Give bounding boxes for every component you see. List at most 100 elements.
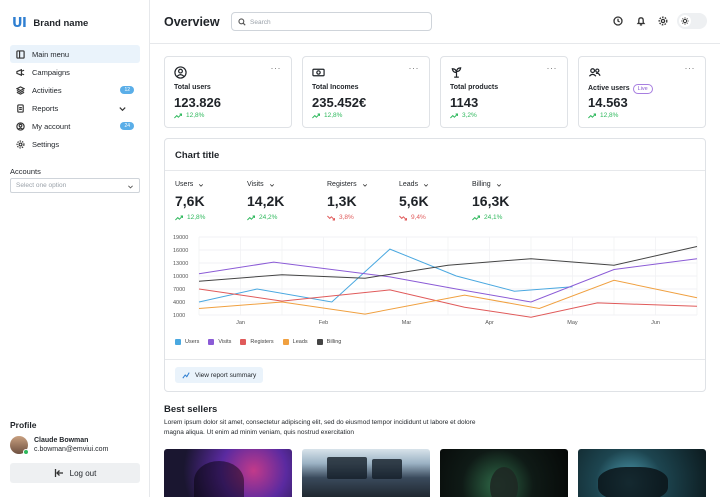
legend-item-registers[interactable]: Registers xyxy=(240,339,274,345)
more-options-icon[interactable]: ··· xyxy=(684,63,695,73)
sidebar: UI Brand name Main menu Campaigns Activi… xyxy=(0,0,150,497)
legend-swatch xyxy=(282,339,289,345)
legend-label: Visits xyxy=(218,339,232,345)
users-icon xyxy=(588,68,601,77)
stat-trend: 3,2% xyxy=(450,112,477,119)
stat-value: 235.452€ xyxy=(312,95,367,110)
series-line-registers[interactable] xyxy=(198,288,698,318)
x-tick-label: Jun xyxy=(651,320,660,326)
bell-icon[interactable] xyxy=(636,16,646,26)
stat-value: 14.563 xyxy=(588,95,628,110)
stat-label-text: Active users xyxy=(588,85,630,92)
product-image-controller[interactable] xyxy=(578,449,706,497)
kpi-trend: 12,8% xyxy=(175,214,205,221)
banknote-icon xyxy=(312,68,325,77)
sidebar-item-campaigns[interactable]: Campaigns xyxy=(10,63,140,81)
legend-swatch xyxy=(208,339,215,345)
y-tick-label: 4000 xyxy=(173,300,185,306)
report-button-label: View report summary xyxy=(195,371,257,379)
line-chart: 1000 4000 7000 10000 13000 16000 19000 Jan Feb Ma… xyxy=(173,235,698,326)
x-tick-label: Jan xyxy=(236,320,245,326)
trend-up-icon xyxy=(175,215,183,220)
gear-icon[interactable] xyxy=(658,16,668,26)
kpi-value: 14,2K xyxy=(247,193,285,209)
history-icon[interactable] xyxy=(613,16,623,26)
more-options-icon[interactable]: ··· xyxy=(546,63,557,73)
stat-card-total-users: ··· Total users 123.826 12,8% xyxy=(164,56,292,128)
legend-item-users[interactable]: Users xyxy=(175,339,199,345)
accounts-select-placeholder: Select one option xyxy=(16,182,67,189)
kpi-users[interactable]: Users 7,6K 12,8% xyxy=(175,181,205,221)
divider xyxy=(165,170,705,171)
more-options-icon[interactable]: ··· xyxy=(270,63,281,73)
stat-label: Total users xyxy=(174,84,211,91)
user-circle-icon xyxy=(16,121,25,131)
kpi-value: 16,3K xyxy=(472,193,510,209)
brand[interactable]: UI Brand name xyxy=(12,16,88,31)
kpi-visits[interactable]: Visits 14,2K 24,2% xyxy=(247,181,284,221)
product-image-mouse[interactable] xyxy=(440,449,568,497)
sidebar-item-label: My account xyxy=(32,121,71,131)
logout-icon xyxy=(54,469,63,477)
stat-label: Active users Live xyxy=(588,84,653,94)
logout-button[interactable]: Log out xyxy=(10,463,140,483)
trend-down-icon xyxy=(327,215,335,220)
theme-toggle[interactable] xyxy=(677,13,707,29)
legend-label: Registers xyxy=(250,339,274,345)
trend-up-icon xyxy=(472,215,480,220)
legend-swatch xyxy=(316,339,323,345)
search-icon xyxy=(238,18,246,26)
kpi-registers[interactable]: Registers 1,3K 3,8% xyxy=(327,181,368,221)
report-icon xyxy=(17,103,24,113)
chart-icon xyxy=(182,372,190,379)
brand-logo: UI xyxy=(12,16,27,31)
sidebar-item-label: Settings xyxy=(32,139,60,149)
sidebar-item-settings[interactable]: Settings xyxy=(10,135,140,153)
kpi-billing[interactable]: Billing 16,3K 24,1% xyxy=(472,181,509,221)
gear-icon xyxy=(16,139,25,149)
sidebar-item-my-account[interactable]: My account 24 xyxy=(10,117,140,135)
product-image-headset[interactable] xyxy=(164,449,292,497)
stat-trend-value: 12,8% xyxy=(186,112,205,119)
trend-up-icon xyxy=(247,215,255,220)
sidebar-item-activities[interactable]: Activities 12 xyxy=(10,81,140,99)
legend-swatch xyxy=(175,339,181,345)
kpi-value: 5,6K xyxy=(399,193,429,209)
chart-legend: Users Visits Registers Leads Billing xyxy=(175,339,341,345)
accounts-select[interactable]: Select one option xyxy=(10,178,140,193)
kpi-label: Registers xyxy=(327,181,368,188)
view-report-summary-button[interactable]: View report summary xyxy=(175,367,264,383)
legend-swatch xyxy=(240,339,247,345)
legend-item-leads[interactable]: Leads xyxy=(282,339,308,345)
page-title: Overview xyxy=(164,15,220,29)
kpi-leads[interactable]: Leads 5,6K 9,4% xyxy=(399,181,429,221)
product-image-gaming-desk[interactable] xyxy=(302,449,430,497)
chevron-down-icon xyxy=(128,185,133,189)
trend-up-icon xyxy=(450,113,458,118)
user-icon xyxy=(174,66,187,79)
sidebar-item-label: Reports xyxy=(32,103,59,113)
series-line-billing[interactable] xyxy=(198,246,698,282)
search-box[interactable] xyxy=(231,12,432,31)
legend-item-billing[interactable]: Billing xyxy=(316,339,341,345)
kpi-label: Billing xyxy=(472,181,509,188)
stat-card-active-users: ··· Active users Live 14.563 12,8% xyxy=(578,56,706,128)
sidebar-item-label: Main menu xyxy=(32,49,70,59)
series-line-visits[interactable] xyxy=(198,258,698,303)
stat-trend-value: 12,8% xyxy=(600,112,619,119)
chart-title: Chart title xyxy=(175,150,220,161)
series-line-leads[interactable] xyxy=(198,279,698,315)
profile-card[interactable]: Claude Bowman c.bowman@emviui.com xyxy=(10,436,108,455)
legend-label: Leads xyxy=(292,339,308,345)
sidebar-item-reports[interactable]: Reports xyxy=(10,99,140,117)
best-sellers-description: Lorem ipsum dolor sit amet, consectetur … xyxy=(164,419,476,436)
more-options-icon[interactable]: ··· xyxy=(408,63,419,73)
y-tick-label: 1000 xyxy=(173,313,185,319)
search-input[interactable] xyxy=(250,16,420,28)
sidebar-item-main-menu[interactable]: Main menu xyxy=(10,45,140,63)
kpi-label: Visits xyxy=(247,181,284,188)
stat-trend-value: 3,2% xyxy=(462,112,477,119)
legend-item-visits[interactable]: Visits xyxy=(208,339,231,345)
megaphone-icon xyxy=(16,68,25,76)
series-line-users[interactable] xyxy=(198,248,573,303)
